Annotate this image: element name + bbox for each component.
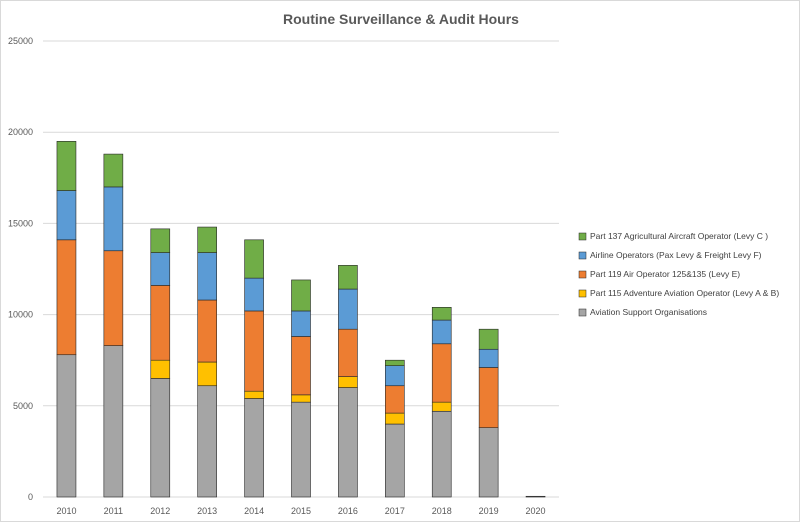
bar-segment	[338, 376, 358, 388]
bar-segment	[197, 385, 217, 498]
bar-segment	[244, 277, 264, 312]
bar-segment	[431, 410, 452, 498]
bar-segment	[291, 310, 311, 337]
x-axis-ticks: 2010 2011 2012 2013 2014 2015 2016 2017 2018 2019…	[56, 506, 545, 516]
legend-swatch	[578, 270, 587, 279]
bar-segment	[244, 398, 264, 498]
bar-segment	[385, 412, 405, 425]
x-tick-label: 2013	[197, 506, 217, 516]
bar-segment	[338, 288, 358, 330]
bar-segment	[56, 354, 77, 498]
y-tick-label: 5000	[13, 401, 33, 411]
y-tick-label: 15000	[8, 218, 33, 228]
y-tick-label: 10000	[8, 310, 33, 320]
legend-entry: Aviation Support Organisations	[590, 307, 707, 317]
bar-segment	[431, 319, 452, 345]
legend-swatch	[578, 251, 587, 260]
bar-segment	[525, 495, 546, 498]
bar-segment	[291, 336, 311, 396]
x-tick-label: 2011	[104, 506, 123, 516]
bar-segment	[478, 328, 499, 350]
chart-title: Routine Surveillance & Audit Hours	[283, 11, 519, 27]
bar-segment	[103, 186, 124, 252]
bar-segment	[385, 423, 405, 498]
bar-segment	[103, 153, 124, 188]
bar-segment	[197, 252, 217, 301]
legend-entry: Airline Operators (Pax Levy & Freight Le…	[590, 250, 762, 260]
bar-segment	[385, 365, 405, 387]
bar-segment	[244, 310, 264, 392]
bar-segment	[431, 307, 452, 321]
y-tick-label: 0	[28, 492, 33, 502]
bar-segment	[197, 361, 217, 387]
bar-segment	[56, 190, 77, 241]
bar-segment	[291, 279, 311, 312]
x-tick-label: 2019	[479, 506, 499, 516]
bar-segment	[150, 228, 171, 253]
bar-segment	[244, 239, 264, 279]
legend-swatch	[578, 308, 587, 317]
bar-segment	[431, 401, 452, 412]
bar-segment	[150, 378, 171, 498]
x-tick-label: 2010	[56, 506, 76, 516]
bar-segment	[478, 367, 499, 428]
x-tick-label: 2020	[526, 506, 546, 516]
bar-segment	[197, 226, 217, 253]
legend-swatch	[578, 232, 587, 241]
y-tick-label: 20000	[8, 127, 33, 137]
legend-entry: Part 119 Air Operator 125&135 (Levy E)	[590, 269, 740, 279]
x-tick-label: 2012	[150, 506, 170, 516]
bar-segment	[385, 385, 405, 414]
bar-segment	[338, 387, 358, 498]
bar-segment	[244, 390, 264, 399]
x-tick-label: 2015	[291, 506, 311, 516]
bar-segment	[150, 285, 171, 361]
bar-segment	[103, 345, 124, 498]
bar-segment	[338, 328, 358, 377]
bars	[56, 141, 546, 498]
bar-segment	[103, 250, 124, 346]
legend-entry: Part 137 Agricultural Aircraft Operator …	[590, 231, 768, 241]
y-axis-ticks: 0 5000 10000 15000 20000 25000	[8, 36, 33, 502]
legend: Part 137 Agricultural Aircraft Operator …	[578, 231, 779, 317]
bar-segment	[291, 394, 311, 403]
bar-segment	[150, 252, 171, 286]
bar-segment	[291, 401, 311, 498]
y-tick-label: 25000	[8, 36, 33, 46]
bar-segment	[431, 343, 452, 403]
legend-entry: Part 115 Adventure Aviation Operator (Le…	[590, 288, 779, 298]
x-tick-label: 2017	[385, 506, 405, 516]
x-tick-label: 2014	[244, 506, 264, 516]
bar-segment	[150, 359, 171, 379]
bar-segment	[197, 299, 217, 363]
bar-segment	[56, 239, 77, 356]
bar-segment	[56, 141, 77, 191]
bar-segment	[338, 265, 358, 290]
x-tick-label: 2018	[432, 506, 452, 516]
x-tick-label: 2016	[338, 506, 358, 516]
bar-segment	[478, 427, 499, 498]
bar-segment	[385, 359, 405, 366]
legend-swatch	[578, 289, 587, 298]
bar-segment	[478, 348, 499, 368]
